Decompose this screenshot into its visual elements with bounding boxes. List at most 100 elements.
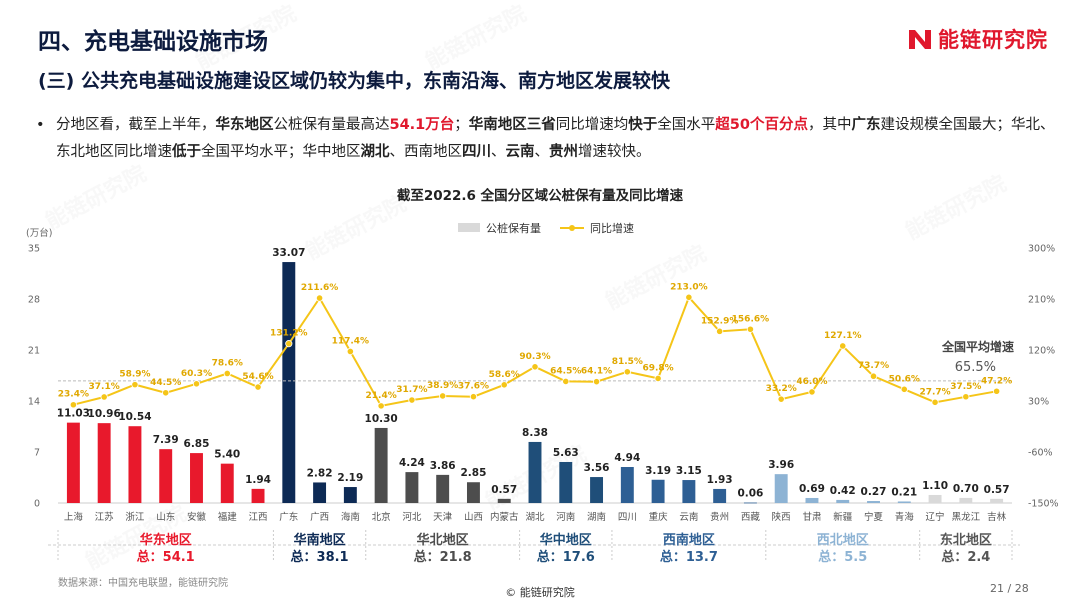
- legend-label: 公桩保有量: [486, 221, 541, 235]
- summary-segment: 同比增速均: [555, 117, 629, 133]
- summary-segment: 华南地区三省: [468, 117, 556, 133]
- bar: [343, 487, 357, 503]
- summary-segment: 云南: [505, 144, 535, 160]
- growth-point: [315, 294, 324, 302]
- region-name: 西北地区: [817, 532, 869, 548]
- y-tick-label: 21: [28, 346, 40, 357]
- average-value: 65.5%: [955, 360, 996, 375]
- bar: [743, 502, 757, 504]
- bar-value-label: 0.06: [737, 488, 763, 500]
- x-tick-label: 黑龙江: [952, 511, 981, 523]
- bar-value-label: 11.03: [57, 408, 90, 420]
- x-tick-label: 福建: [218, 511, 238, 523]
- x-tick-label: 河北: [402, 511, 422, 523]
- bar-value-label: 0.42: [830, 485, 856, 497]
- x-tick-label: 上海: [64, 511, 84, 523]
- growth-point: [869, 372, 878, 380]
- bullet-dot: •: [36, 117, 45, 133]
- bar-value-label: 0.57: [984, 484, 1010, 496]
- copyright: © 能链研究院: [505, 586, 575, 599]
- growth-point: [900, 385, 908, 393]
- bar-value-label: 2.82: [307, 467, 333, 479]
- x-tick-label: 宁夏: [864, 511, 884, 523]
- region-total: 总：13.7: [660, 549, 718, 565]
- growth-value-label: 33.2%: [766, 384, 797, 394]
- bar: [405, 472, 419, 503]
- bar: [928, 494, 942, 503]
- x-tick-label: 浙江: [125, 511, 145, 523]
- growth-point: [808, 388, 816, 396]
- growth-point: [100, 393, 108, 401]
- bar: [713, 488, 727, 503]
- bar-value-label: 10.30: [365, 413, 398, 425]
- x-tick-label: 内蒙古: [490, 511, 519, 523]
- x-tick-label: 江西: [249, 512, 268, 523]
- y-tick-label: 14: [28, 397, 40, 408]
- bar: [959, 497, 973, 503]
- bar: [97, 423, 111, 503]
- x-tick-label: 辽宁: [926, 511, 945, 523]
- x-tick-label: 海南: [341, 511, 360, 523]
- bar-value-label: 0.57: [491, 484, 517, 496]
- summary-segment: 建设规模全国最大；华北、东北地区同比增速: [56, 117, 1055, 160]
- growth-point: [377, 402, 385, 410]
- growth-value-label: 73.7%: [858, 361, 889, 371]
- page-number: 21 / 28: [990, 582, 1029, 595]
- growth-value-label: 37.5%: [950, 382, 981, 392]
- bar: [651, 479, 665, 503]
- bar-value-label: 33.07: [272, 247, 305, 259]
- summary-segment: 、: [491, 144, 506, 160]
- data-source: 数据来源：中国充电联盟，能链研究院: [58, 578, 228, 589]
- growth-value-label: 31.7%: [396, 385, 427, 395]
- growth-value-label: 21.4%: [366, 391, 397, 401]
- growth-point: [962, 393, 970, 401]
- summary-segment: ，其中: [807, 117, 852, 133]
- bar: [251, 488, 265, 503]
- growth-point: [346, 347, 354, 356]
- summary-segment: 全国平均水平；华中地区: [201, 144, 361, 160]
- logo-icon: [909, 30, 931, 49]
- growth-value-label: 27.7%: [919, 387, 950, 397]
- growth-value-label: 69.8%: [642, 363, 673, 373]
- growth-point: [531, 363, 539, 371]
- summary-segment: 四川: [462, 144, 491, 160]
- growth-point: [623, 368, 631, 376]
- growth-point: [408, 396, 416, 404]
- bar-value-label: 5.63: [553, 447, 579, 459]
- bar: [867, 501, 880, 503]
- summary-segment: 超50个百分点: [715, 117, 808, 133]
- bar-value-label: 0.21: [891, 486, 917, 498]
- bar: [436, 474, 450, 503]
- x-tick-label: 新疆: [833, 511, 853, 523]
- bar-value-label: 4.94: [614, 452, 640, 464]
- x-tick-label: 云南: [679, 511, 698, 523]
- region-total: 总：17.6: [537, 549, 595, 565]
- bar-value-label: 0.70: [953, 483, 979, 495]
- growth-value-label: 38.9%: [427, 381, 458, 391]
- bar-value-label: 7.39: [153, 434, 179, 446]
- growth-value-label: 64.1%: [581, 367, 612, 377]
- y2-tick-label: 300%: [1028, 244, 1055, 255]
- bar: [528, 441, 542, 503]
- growth-point: [654, 374, 662, 383]
- bar-value-label: 4.24: [399, 457, 425, 469]
- region-total: 总：2.4: [941, 549, 990, 565]
- growth-value-label: 60.3%: [181, 369, 212, 379]
- x-tick-label: 江苏: [95, 511, 115, 523]
- growth-point: [777, 395, 785, 403]
- growth-point: [562, 377, 570, 386]
- growth-point: [716, 327, 724, 335]
- x-tick-label: 西藏: [741, 511, 761, 523]
- region-total: 总：5.5: [818, 549, 867, 565]
- summary-segment: 贵州: [549, 144, 578, 160]
- growth-value-label: 78.6%: [212, 358, 243, 368]
- growth-point: [839, 342, 847, 350]
- logo-text: 能链研究院: [938, 28, 1048, 52]
- chart-title: 截至2022.6 全国分区域公桩保有量及同比增速: [396, 188, 684, 204]
- growth-point: [223, 369, 231, 378]
- bar: [990, 498, 1004, 503]
- summary-segment: 低于: [172, 144, 201, 160]
- summary-segment: 华东地区: [215, 117, 274, 133]
- region-name: 华南地区: [294, 532, 346, 548]
- growth-point: [162, 389, 170, 397]
